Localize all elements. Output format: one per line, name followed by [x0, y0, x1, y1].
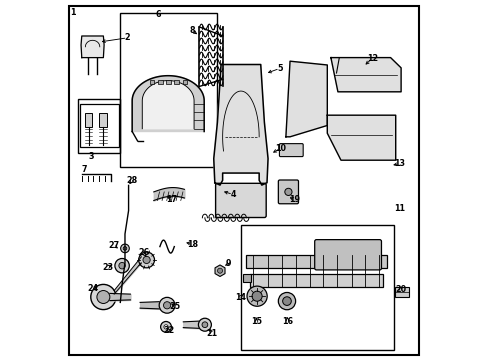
- Text: 9: 9: [225, 259, 230, 268]
- Text: 12: 12: [366, 54, 377, 63]
- Circle shape: [142, 256, 150, 264]
- Circle shape: [251, 291, 262, 301]
- Text: 3: 3: [88, 152, 94, 161]
- Bar: [158, 81, 163, 84]
- Bar: [80, 104, 118, 147]
- Text: 10: 10: [274, 144, 285, 153]
- Text: 2: 2: [124, 33, 130, 42]
- Circle shape: [163, 302, 170, 309]
- Text: 5: 5: [277, 64, 282, 73]
- Circle shape: [282, 297, 291, 305]
- FancyBboxPatch shape: [314, 240, 381, 270]
- Bar: [85, 113, 92, 127]
- Text: 26: 26: [138, 248, 149, 257]
- Text: 23: 23: [102, 263, 113, 272]
- Polygon shape: [213, 64, 267, 185]
- Bar: [246, 256, 386, 268]
- Circle shape: [91, 284, 116, 310]
- Text: 27: 27: [108, 241, 120, 250]
- Circle shape: [119, 262, 125, 269]
- Text: 4: 4: [230, 190, 235, 199]
- Circle shape: [139, 252, 154, 268]
- Text: 28: 28: [126, 176, 138, 185]
- Bar: [182, 81, 186, 84]
- Text: 14: 14: [234, 292, 245, 302]
- Circle shape: [284, 188, 291, 195]
- FancyBboxPatch shape: [279, 144, 303, 157]
- Text: 25: 25: [169, 302, 181, 311]
- Bar: [241, 225, 393, 350]
- Circle shape: [246, 286, 266, 306]
- FancyBboxPatch shape: [215, 183, 265, 217]
- Circle shape: [97, 291, 110, 303]
- Bar: [99, 113, 106, 127]
- Bar: [249, 274, 382, 287]
- Polygon shape: [285, 61, 326, 137]
- Polygon shape: [142, 81, 194, 129]
- Text: 22: 22: [163, 326, 174, 335]
- Circle shape: [202, 322, 207, 328]
- Circle shape: [159, 297, 175, 313]
- Polygon shape: [326, 115, 395, 160]
- Text: 21: 21: [206, 328, 217, 338]
- Text: 8: 8: [189, 26, 195, 35]
- Polygon shape: [81, 36, 104, 58]
- Circle shape: [123, 247, 126, 250]
- FancyBboxPatch shape: [278, 180, 298, 204]
- Circle shape: [121, 244, 129, 253]
- Text: 13: 13: [393, 159, 404, 168]
- Bar: [174, 81, 179, 84]
- Bar: [166, 81, 170, 84]
- Bar: [120, 13, 217, 167]
- Text: 17: 17: [166, 194, 177, 204]
- Bar: [78, 99, 120, 153]
- Text: 16: 16: [282, 317, 293, 325]
- Bar: [394, 287, 408, 297]
- Text: 20: 20: [395, 285, 406, 294]
- Text: 15: 15: [250, 317, 262, 325]
- Circle shape: [163, 325, 168, 329]
- Text: 6: 6: [155, 10, 161, 19]
- Circle shape: [115, 258, 129, 273]
- Text: 18: 18: [186, 240, 198, 248]
- Bar: [243, 274, 251, 282]
- Text: 7: 7: [81, 165, 87, 174]
- Bar: [150, 81, 154, 84]
- Text: 11: 11: [393, 204, 404, 212]
- Circle shape: [198, 318, 211, 331]
- Polygon shape: [132, 76, 204, 131]
- Circle shape: [160, 321, 171, 332]
- Circle shape: [278, 292, 295, 310]
- Text: 24: 24: [87, 284, 99, 293]
- Circle shape: [217, 268, 222, 273]
- Text: 19: 19: [289, 195, 300, 204]
- Polygon shape: [330, 58, 400, 92]
- Text: 1: 1: [69, 8, 75, 17]
